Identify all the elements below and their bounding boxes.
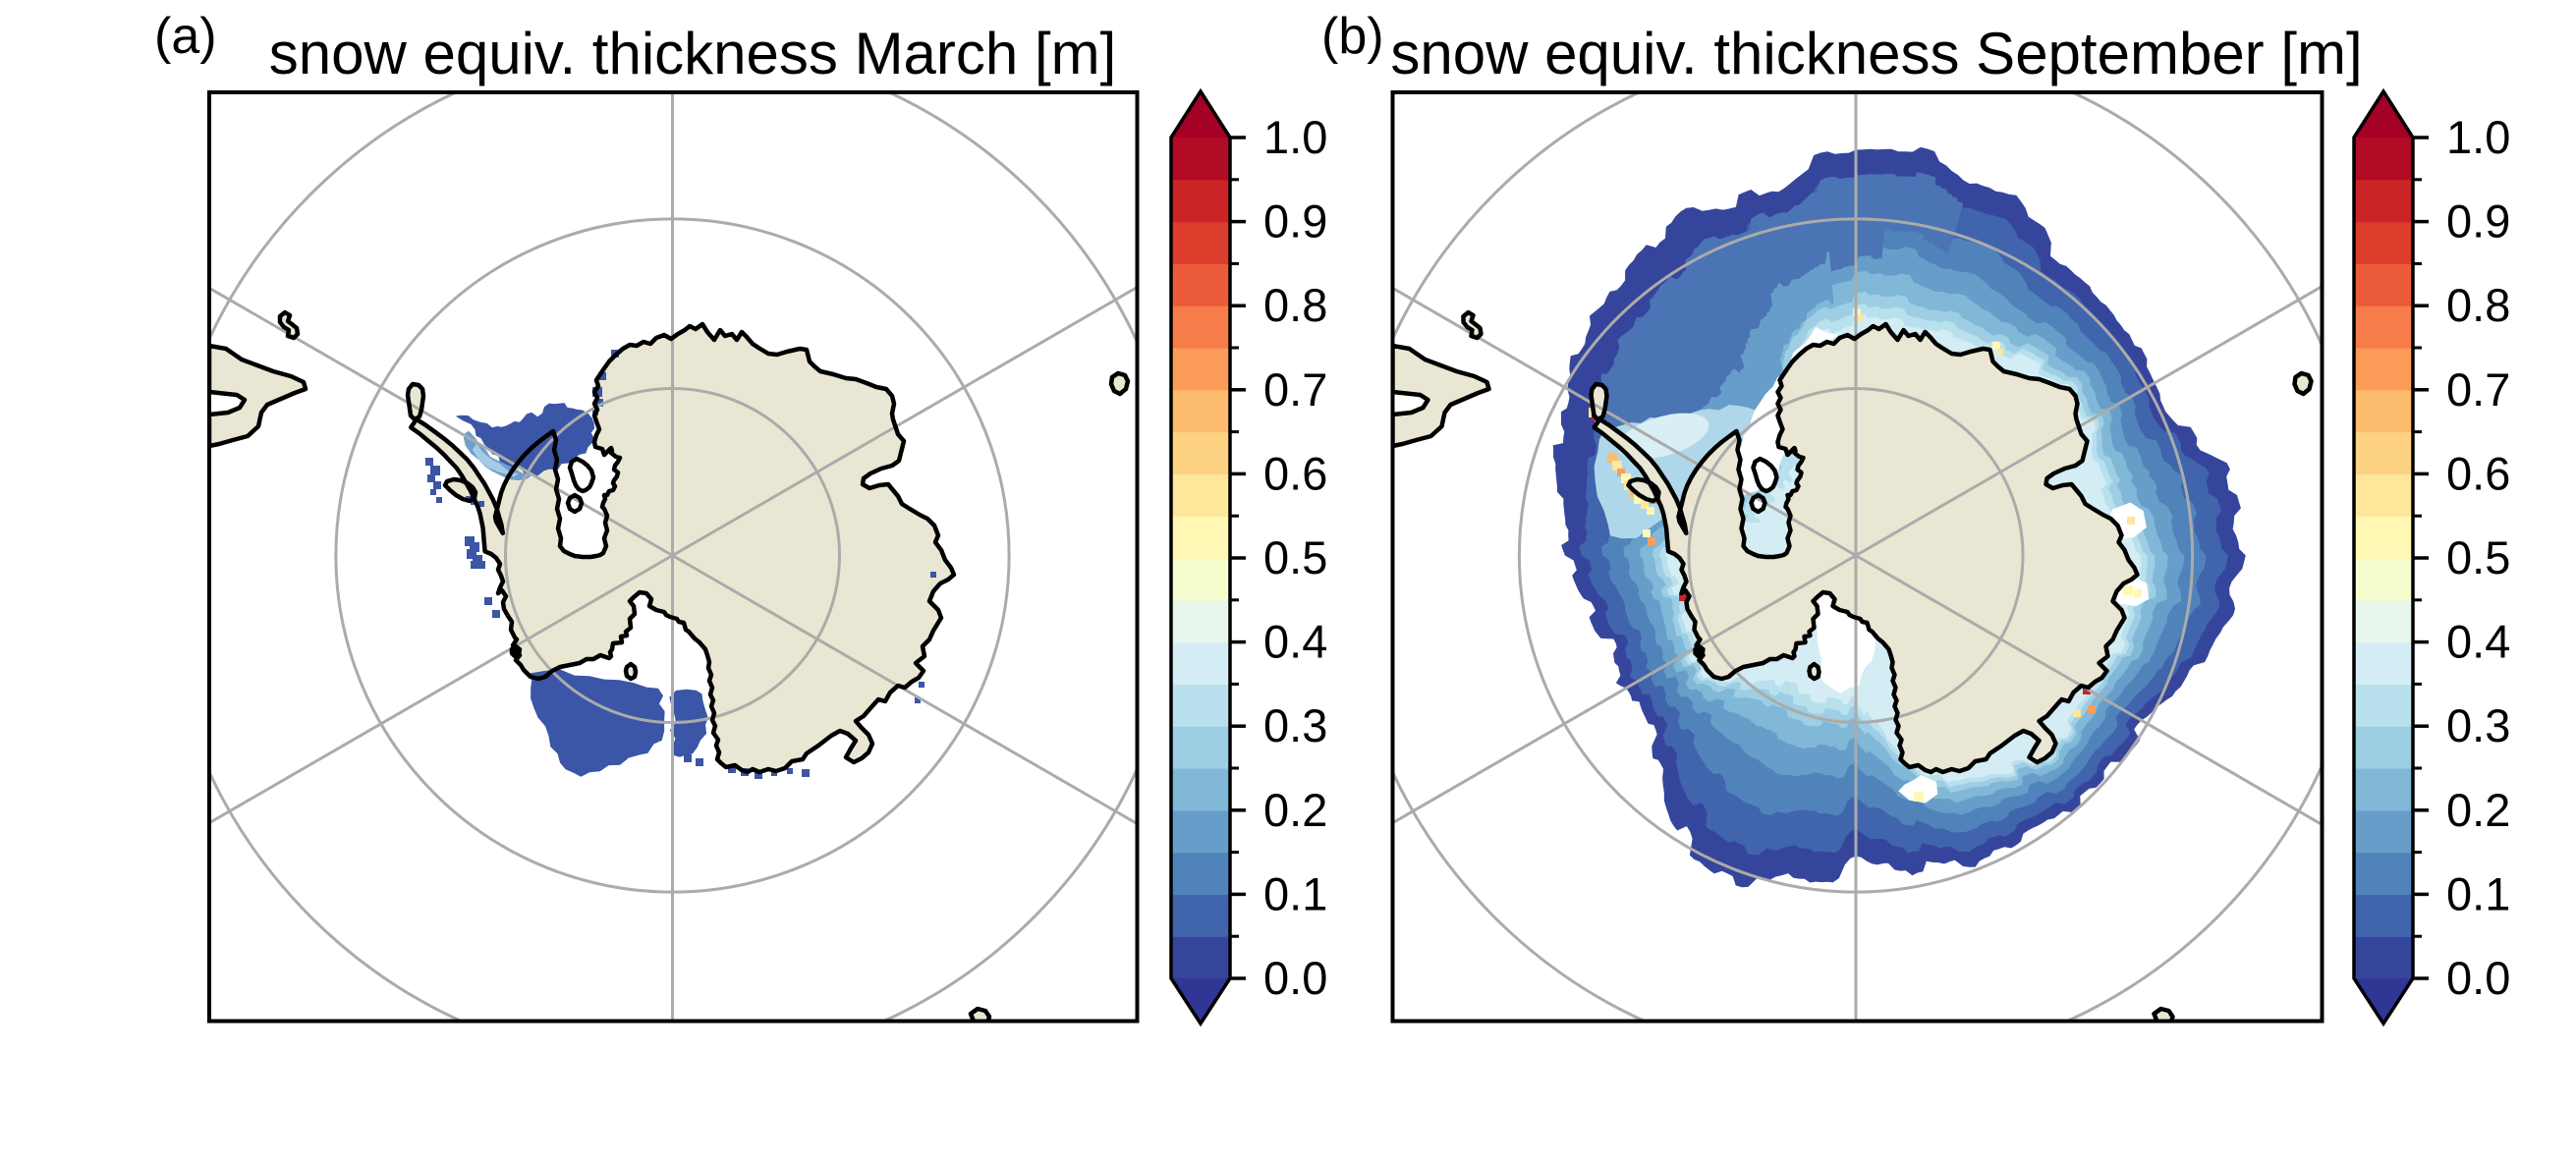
svg-text:(a): (a) [154,8,217,65]
svg-text:1.0: 1.0 [2446,111,2510,163]
svg-text:0.1: 0.1 [1263,867,1327,919]
svg-text:0.8: 0.8 [1263,279,1327,331]
svg-text:0.2: 0.2 [1263,784,1327,836]
svg-text:0.6: 0.6 [2446,447,2510,499]
svg-text:1.0: 1.0 [1263,111,1327,163]
svg-text:0.5: 0.5 [1263,531,1327,583]
svg-text:0.2: 0.2 [2446,784,2510,836]
svg-text:0.3: 0.3 [1263,699,1327,751]
svg-text:(b): (b) [1321,8,1384,65]
svg-text:0.5: 0.5 [2446,531,2510,583]
svg-text:0.7: 0.7 [2446,363,2510,416]
svg-text:0.0: 0.0 [2446,952,2510,1004]
svg-text:0.7: 0.7 [1263,363,1327,416]
svg-text:0.6: 0.6 [1263,447,1327,499]
svg-text:0.8: 0.8 [2446,279,2510,331]
svg-text:0.3: 0.3 [2446,699,2510,751]
svg-text:0.9: 0.9 [2446,195,2510,248]
svg-text:0.1: 0.1 [2446,867,2510,919]
svg-text:0.4: 0.4 [2446,616,2510,668]
svg-text:snow equiv. thickness March [m: snow equiv. thickness March [m] [269,21,1117,86]
svg-text:0.9: 0.9 [1263,195,1327,248]
svg-text:0.0: 0.0 [1263,952,1327,1004]
svg-text:snow equiv. thickness Septembe: snow equiv. thickness September [m] [1390,21,2362,86]
svg-text:0.4: 0.4 [1263,616,1327,668]
